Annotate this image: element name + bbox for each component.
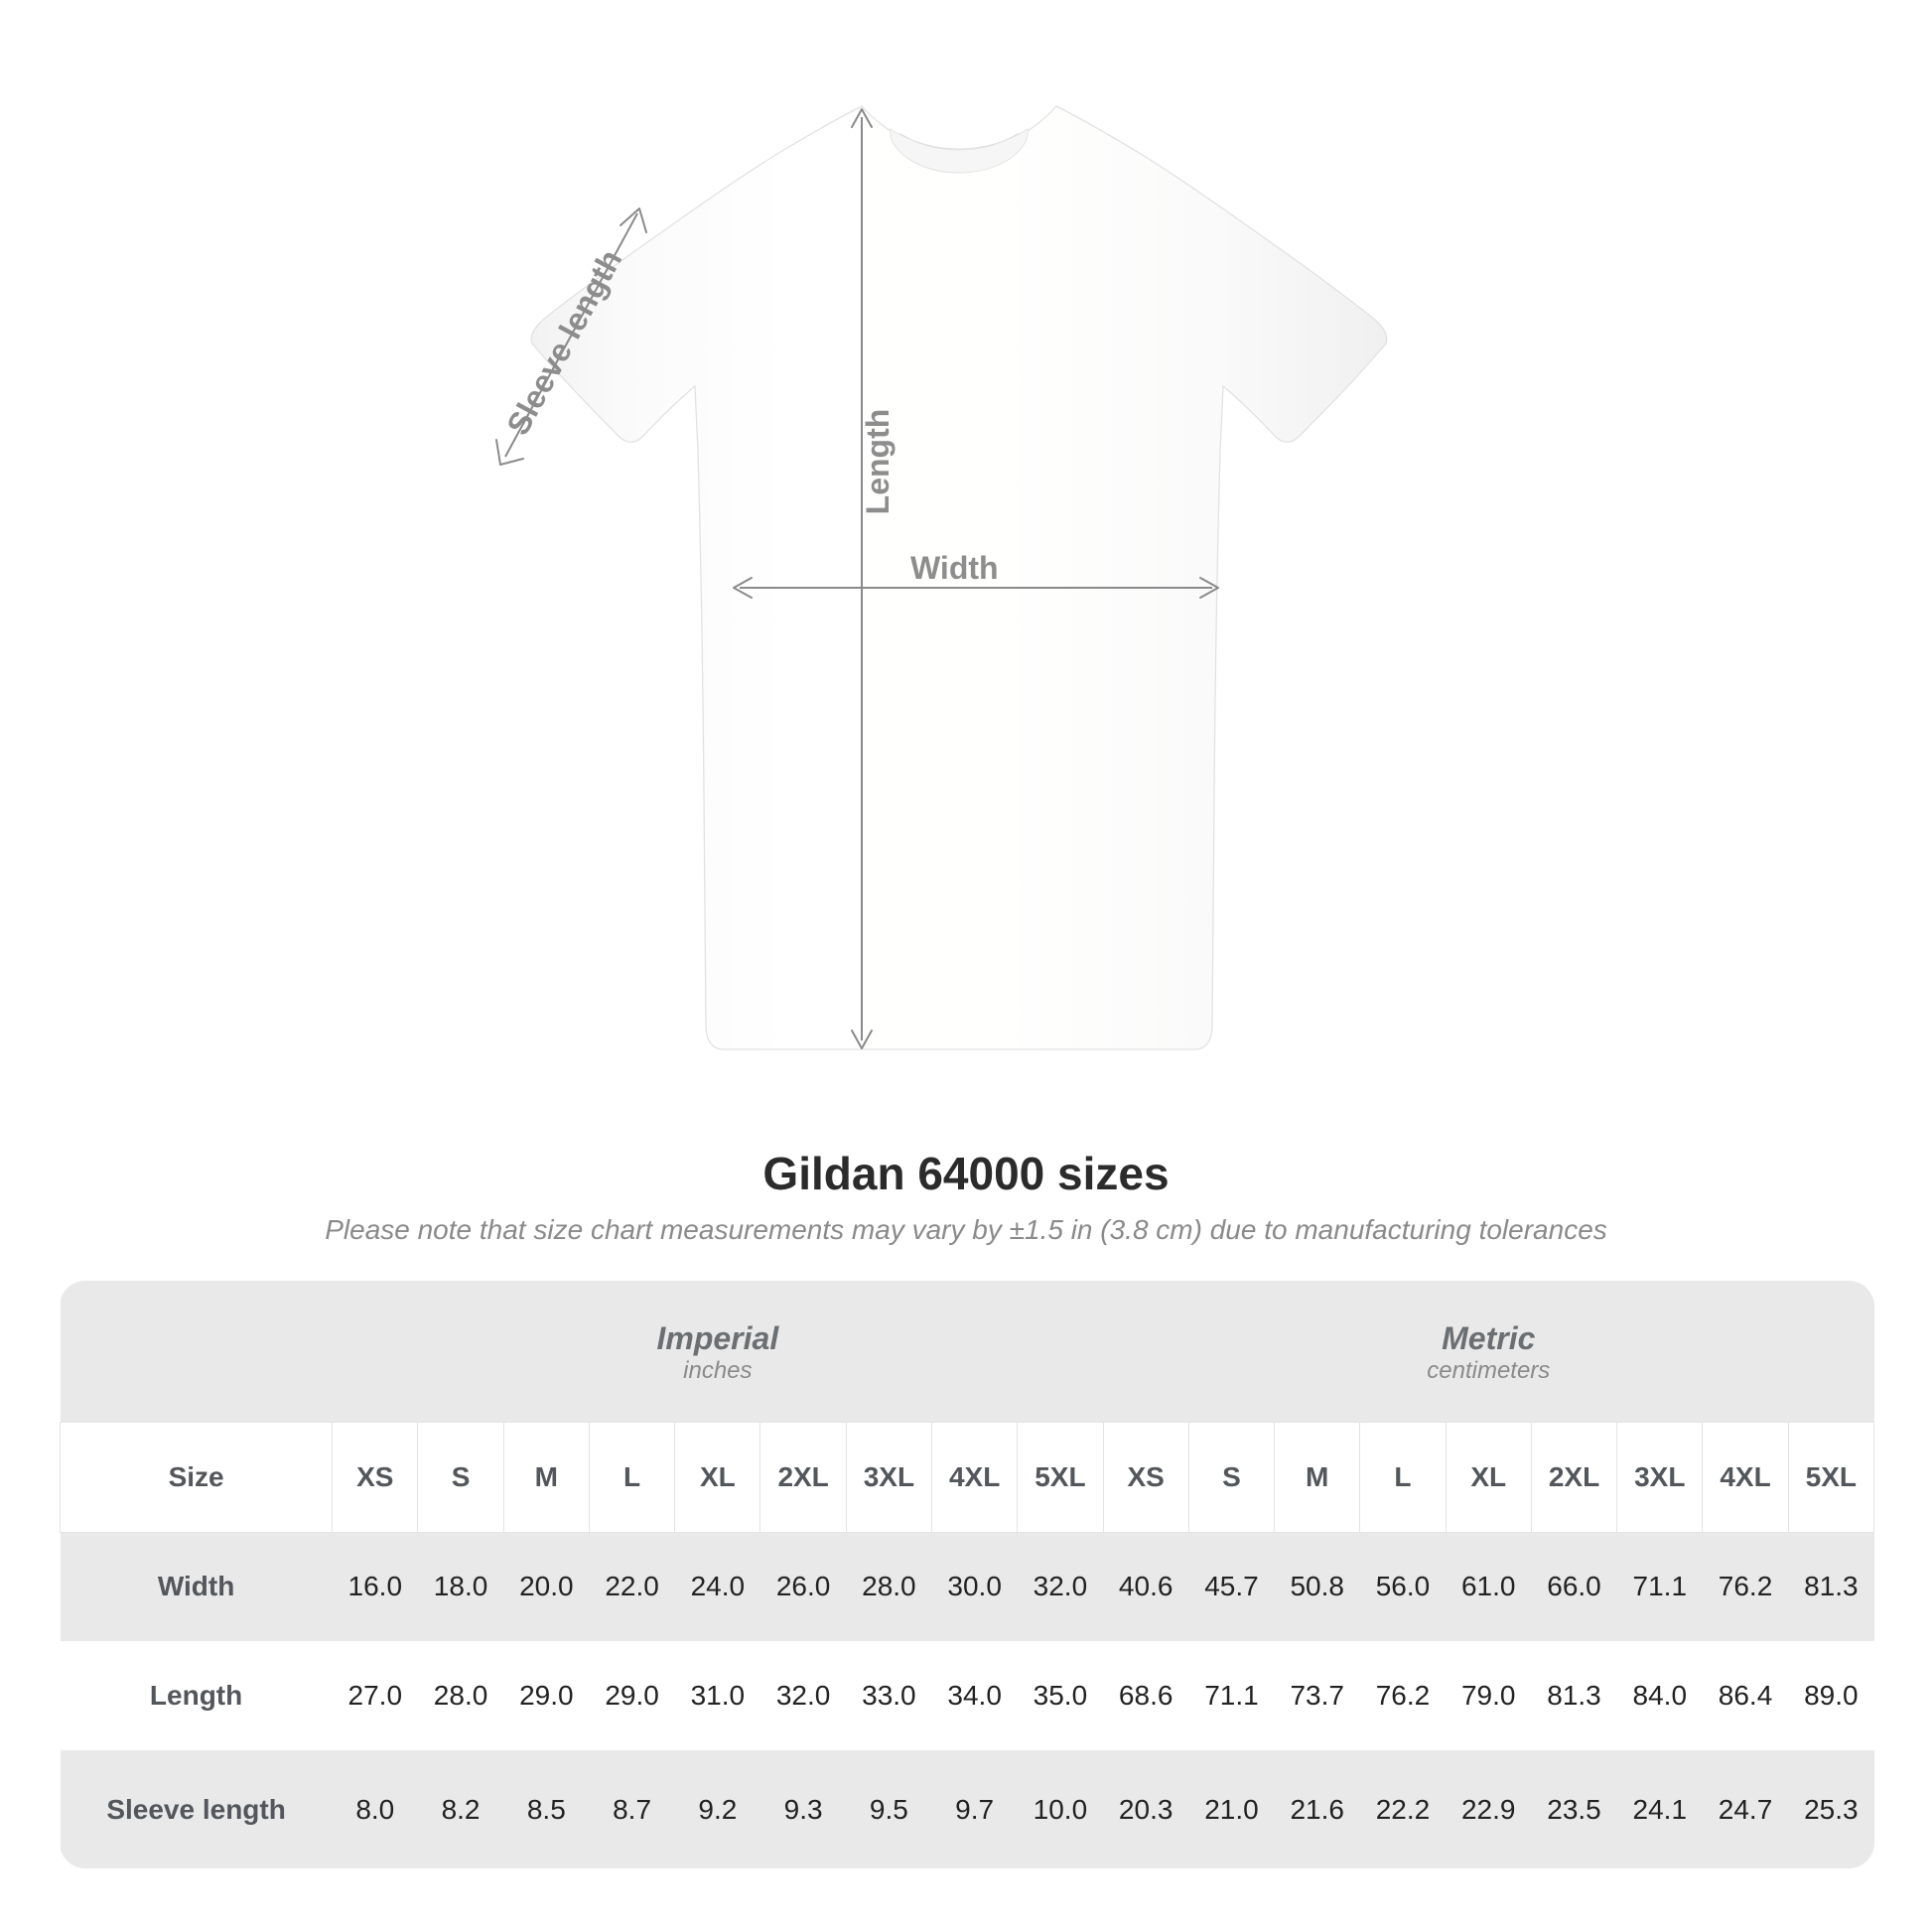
svg-text:Width: Width [910, 550, 999, 586]
svg-text:Length: Length [860, 409, 896, 515]
